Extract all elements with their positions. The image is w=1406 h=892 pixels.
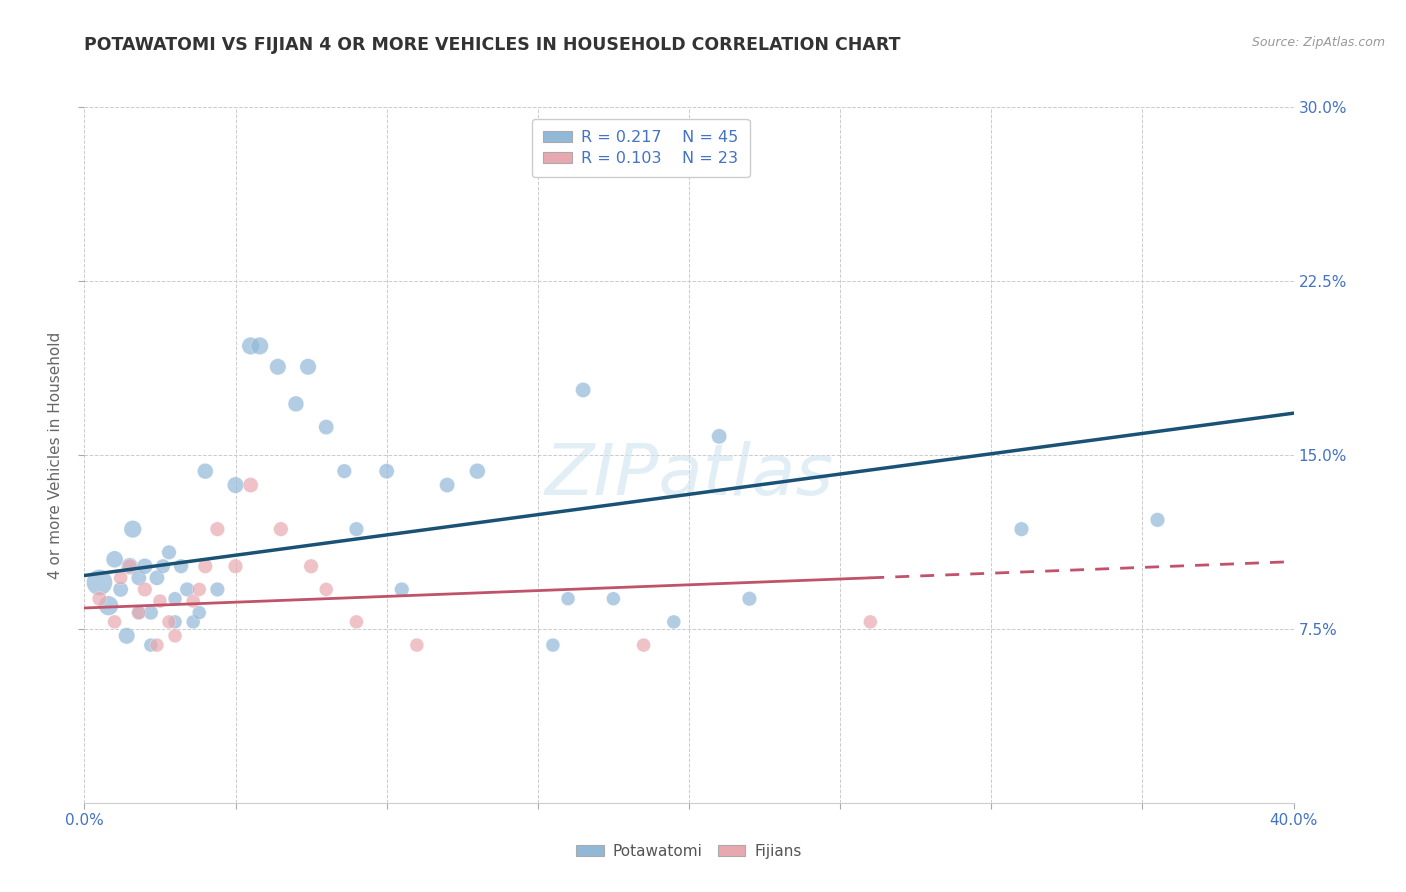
- Point: [157, 615, 180, 629]
- Point: [225, 478, 247, 492]
- Point: [165, 629, 187, 643]
- Point: [104, 552, 127, 566]
- Point: [115, 629, 138, 643]
- Point: [333, 464, 356, 478]
- Point: [194, 464, 217, 478]
- Point: [149, 594, 172, 608]
- Text: ZIPatlas: ZIPatlas: [544, 442, 834, 510]
- Point: [297, 359, 319, 374]
- Point: [633, 638, 655, 652]
- Point: [146, 571, 169, 585]
- Text: POTAWATOMI VS FIJIAN 4 OR MORE VEHICLES IN HOUSEHOLD CORRELATION CHART: POTAWATOMI VS FIJIAN 4 OR MORE VEHICLES …: [84, 36, 901, 54]
- Legend: Potawatomi, Fijians: Potawatomi, Fijians: [569, 838, 808, 864]
- Point: [285, 397, 308, 411]
- Point: [225, 559, 247, 574]
- Point: [709, 429, 731, 443]
- Y-axis label: 4 or more Vehicles in Household: 4 or more Vehicles in Household: [48, 331, 63, 579]
- Point: [315, 420, 337, 434]
- Point: [267, 359, 290, 374]
- Point: [181, 594, 204, 608]
- Point: [299, 559, 322, 574]
- Point: [157, 545, 180, 559]
- Point: [859, 615, 882, 629]
- Point: [128, 571, 150, 585]
- Point: [89, 591, 111, 606]
- Point: [134, 582, 156, 597]
- Point: [188, 582, 211, 597]
- Point: [662, 615, 685, 629]
- Point: [176, 582, 198, 597]
- Point: [406, 638, 429, 652]
- Point: [346, 615, 368, 629]
- Point: [541, 638, 564, 652]
- Point: [738, 591, 761, 606]
- Point: [602, 591, 624, 606]
- Point: [118, 559, 141, 574]
- Point: [467, 464, 489, 478]
- Point: [270, 522, 292, 536]
- Point: [1011, 522, 1033, 536]
- Point: [146, 638, 169, 652]
- Point: [391, 582, 413, 597]
- Point: [89, 575, 111, 590]
- Point: [170, 559, 193, 574]
- Point: [165, 615, 187, 629]
- Point: [207, 522, 229, 536]
- Point: [118, 559, 141, 574]
- Point: [110, 582, 132, 597]
- Point: [128, 606, 150, 620]
- Point: [239, 339, 262, 353]
- Point: [207, 582, 229, 597]
- Point: [181, 615, 204, 629]
- Point: [97, 599, 120, 613]
- Point: [194, 559, 217, 574]
- Point: [315, 582, 337, 597]
- Point: [188, 606, 211, 620]
- Point: [572, 383, 595, 397]
- Point: [110, 571, 132, 585]
- Point: [375, 464, 398, 478]
- Point: [134, 559, 156, 574]
- Point: [139, 606, 162, 620]
- Text: Source: ZipAtlas.com: Source: ZipAtlas.com: [1251, 36, 1385, 49]
- Point: [152, 559, 174, 574]
- Point: [436, 478, 458, 492]
- Point: [249, 339, 271, 353]
- Point: [239, 478, 262, 492]
- Point: [104, 615, 127, 629]
- Point: [557, 591, 579, 606]
- Point: [139, 638, 162, 652]
- Point: [1146, 513, 1168, 527]
- Point: [121, 522, 143, 536]
- Point: [346, 522, 368, 536]
- Point: [128, 606, 150, 620]
- Point: [165, 591, 187, 606]
